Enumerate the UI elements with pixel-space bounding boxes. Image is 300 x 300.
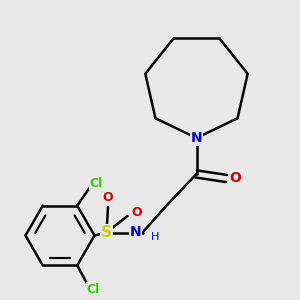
Text: S: S xyxy=(101,225,112,240)
Text: N: N xyxy=(191,131,202,145)
Text: Cl: Cl xyxy=(86,283,100,296)
Text: H: H xyxy=(151,232,159,242)
Text: Cl: Cl xyxy=(89,177,103,190)
Text: O: O xyxy=(103,191,113,205)
Text: N: N xyxy=(129,226,141,239)
Text: O: O xyxy=(131,206,142,220)
Text: O: O xyxy=(230,172,242,185)
